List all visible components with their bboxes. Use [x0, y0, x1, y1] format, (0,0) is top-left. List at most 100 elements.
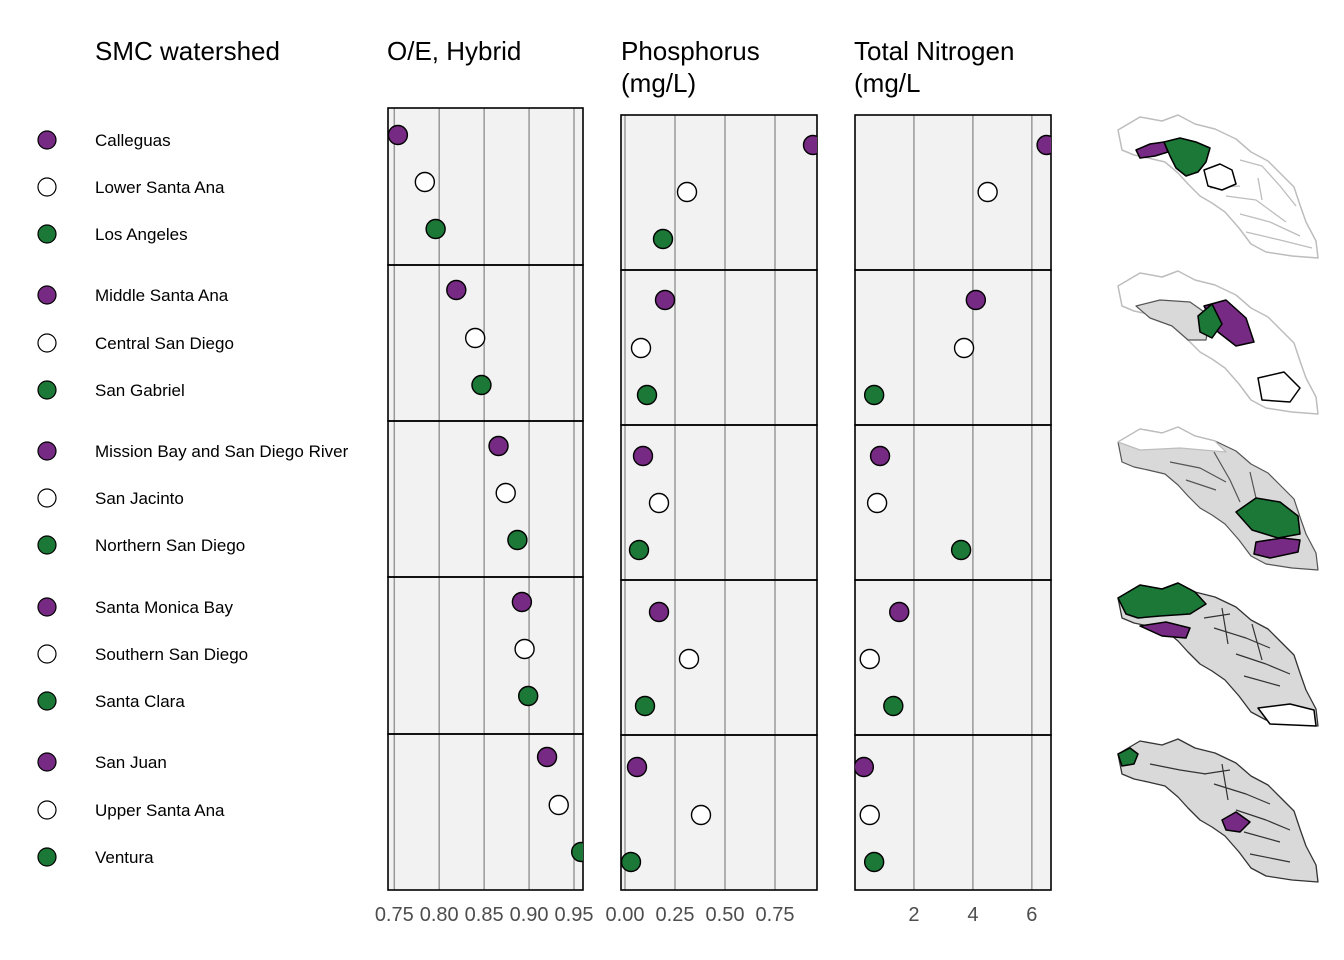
nitrogen-data-point	[869, 445, 891, 467]
legend-dot	[37, 644, 57, 664]
legend-dot	[37, 285, 57, 305]
phosphorus-data-point	[630, 337, 652, 359]
nitrogen-data-point	[1036, 134, 1051, 156]
nitrogen-data-point	[855, 756, 875, 778]
phosphorus-tick-label: 0.00	[606, 904, 645, 926]
phosphorus-data-point	[621, 851, 642, 873]
nitrogen-points	[855, 134, 1051, 873]
watershed-name: Mission Bay and San Diego River	[95, 442, 349, 461]
oe-data-point	[446, 279, 467, 301]
oe-tick-label: 0.75	[375, 904, 414, 926]
oe-data-point	[536, 746, 558, 768]
phosphorus-panel: 0.00 0.25 0.50 0.75	[606, 114, 818, 926]
oe-tick-label: 0.90	[510, 904, 549, 926]
facet-border	[854, 734, 1052, 891]
nitrogen-data-point	[859, 804, 880, 826]
oe-data-point	[464, 327, 486, 349]
watershed-name: Ventura	[95, 848, 154, 867]
legend-dot	[37, 380, 57, 400]
nitrogen-column-unit: (mg/L	[854, 68, 920, 98]
phosphorus-tick-label: 0.25	[656, 904, 695, 926]
legend-dot	[37, 597, 57, 617]
watershed-name: Calleguas	[95, 131, 171, 150]
legend-dot	[37, 224, 57, 244]
nitrogen-data-point	[977, 181, 998, 203]
phosphorus-data-point	[626, 756, 648, 778]
legend-dot	[37, 752, 57, 772]
phosphorus-data-point	[654, 289, 676, 311]
legend-dot	[37, 441, 57, 461]
oe-hybrid-panel: 0.75 0.80 0.85 0.90 0.95	[375, 107, 594, 926]
facet-background	[855, 580, 1051, 735]
nitrogen-data-point	[863, 384, 885, 406]
oe-data-point	[507, 529, 528, 551]
oe-data-point	[388, 124, 409, 146]
nitrogen-tick-label: 6	[1026, 904, 1037, 926]
oe-data-point	[511, 591, 533, 613]
locator-map-5	[1117, 738, 1319, 883]
facet-background	[388, 265, 583, 421]
nitrogen-data-point	[953, 337, 975, 359]
nitrogen-tick-label: 4	[967, 904, 978, 926]
oe-data-point	[425, 218, 446, 240]
watershed-legend-dots	[37, 130, 57, 867]
facet-background	[855, 735, 1051, 890]
watershed-name: San Jacinto	[95, 489, 184, 508]
locator-map-1	[1117, 114, 1319, 259]
phosphorus-data-point	[802, 134, 817, 156]
legend-dot	[37, 535, 57, 555]
phosphorus-data-point	[632, 445, 654, 467]
oe-data-point	[414, 171, 436, 193]
phosphorus-data-point	[676, 181, 698, 203]
locator-map-3	[1117, 426, 1319, 571]
nitrogen-data-point	[965, 289, 987, 311]
facet-background	[855, 115, 1051, 270]
watershed-column-header: SMC watershed	[95, 36, 280, 66]
legend-dot	[37, 847, 57, 867]
watershed-name: Southern San Diego	[95, 645, 248, 664]
oe-data-point	[517, 685, 539, 707]
locator-maps	[1117, 114, 1319, 883]
phosphorus-data-point	[628, 539, 650, 561]
facet-border	[387, 733, 584, 891]
nitrogen-tick-label: 2	[908, 904, 919, 926]
oe-data-point	[514, 638, 535, 660]
legend-dot	[37, 691, 57, 711]
oe-data-point	[548, 794, 569, 816]
locator-map-4	[1117, 582, 1319, 727]
oe-tick-label: 0.85	[465, 904, 504, 926]
phosphorus-data-point	[634, 695, 656, 717]
total-nitrogen-panel: 2 4 6	[854, 114, 1052, 926]
oe-tick-label: 0.95	[555, 904, 594, 926]
facet-border	[620, 734, 818, 891]
oe-points	[388, 124, 583, 863]
nitrogen-data-point	[863, 851, 885, 873]
nitrogen-column-header: Total Nitrogen	[854, 36, 1014, 66]
watershed-name: Central San Diego	[95, 334, 234, 353]
phosphorus-column-unit: (mg/L)	[621, 68, 696, 98]
phosphorus-data-point	[678, 648, 700, 670]
watershed-name: Northern San Diego	[95, 536, 245, 555]
nitrogen-data-point	[859, 648, 880, 670]
oe-data-point	[488, 435, 509, 457]
nitrogen-data-point	[889, 601, 910, 623]
watershed-name: Santa Clara	[95, 692, 185, 711]
phosphorus-tick-label: 0.75	[756, 904, 795, 926]
nitrogen-data-point	[950, 539, 972, 561]
legend-dot	[37, 800, 57, 820]
oe-data-point	[471, 374, 492, 396]
watershed-name: Santa Monica Bay	[95, 598, 233, 617]
facet-background	[388, 421, 583, 577]
phosphorus-data-point	[636, 384, 658, 406]
legend-dot	[37, 177, 57, 197]
legend-dot	[37, 130, 57, 150]
watershed-name: Middle Santa Ana	[95, 286, 229, 305]
facet-background	[621, 115, 817, 270]
watershed-legend-names: Calleguas Lower Santa Ana Los Angeles Middl…	[95, 131, 349, 867]
phosphorus-data-point	[690, 804, 712, 826]
phosphorus-tick-label: 0.50	[706, 904, 745, 926]
nitrogen-data-point	[866, 492, 888, 514]
facet-background	[855, 270, 1051, 425]
watershed-name: San Juan	[95, 753, 167, 772]
